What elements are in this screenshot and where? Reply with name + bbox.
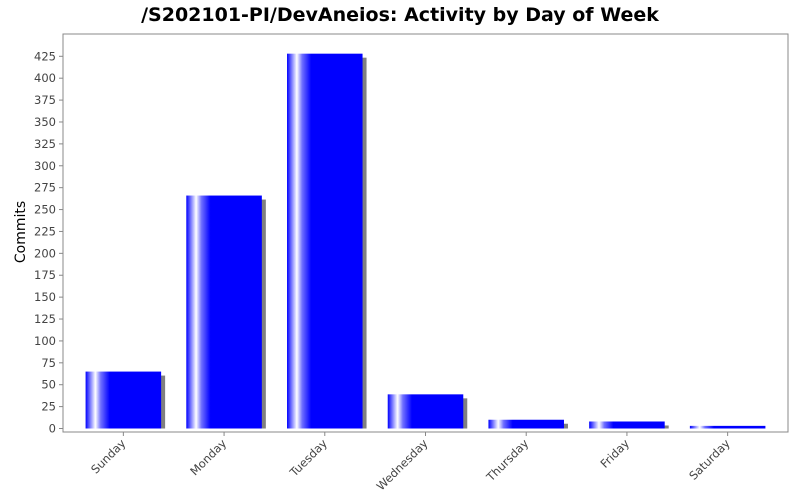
bar-sunday — [85, 371, 162, 429]
y-tick-label: 175 — [34, 268, 56, 282]
bar-friday — [589, 421, 665, 429]
y-tick-label: 100 — [34, 334, 56, 348]
y-tick-label: 225 — [34, 224, 56, 238]
y-tick-label: 300 — [34, 159, 56, 173]
bar-monday — [186, 195, 262, 429]
x-tick-label: Friday — [598, 436, 633, 471]
y-tick-label: 150 — [34, 290, 56, 304]
bar-wednesday — [387, 394, 464, 429]
bars — [85, 53, 766, 429]
plot-area-border — [62, 33, 789, 433]
y-axis-label: Commits — [13, 201, 29, 263]
x-tick-label: Saturday — [686, 436, 733, 483]
y-tick-label: 0 — [49, 422, 56, 436]
chart-title: /S202101-PI/DevAneios: Activity by Day o… — [141, 4, 659, 26]
x-tick-label: Tuesday — [286, 436, 330, 480]
y-tick-label: 375 — [34, 93, 56, 107]
y-tick-label: 125 — [34, 312, 56, 326]
x-tick-label: Thursday — [483, 436, 532, 485]
y-tick-label: 25 — [41, 400, 56, 414]
bar-saturday — [689, 425, 766, 429]
bar-tuesday — [287, 53, 363, 429]
x-tick-label: Sunday — [88, 436, 128, 476]
x-axis: Sunday Monday Tuesday Wednesday Thursday Frid… — [88, 432, 733, 493]
y-axis: 0 25 50 75 100 125 150 175 200 225 250 275 300 325 350… — [34, 49, 63, 436]
bar-thursday — [488, 419, 564, 429]
y-tick-label: 75 — [41, 356, 56, 370]
y-tick-label: 275 — [34, 181, 56, 195]
y-tick-label: 425 — [34, 49, 56, 63]
y-tick-label: 50 — [41, 378, 56, 392]
y-tick-label: 325 — [34, 137, 56, 151]
x-tick-label: Monday — [187, 436, 229, 478]
x-tick-label: Wednesday — [374, 436, 431, 493]
y-tick-label: 350 — [34, 115, 56, 129]
y-tick-label: 250 — [34, 203, 56, 217]
y-tick-label: 400 — [34, 71, 56, 85]
y-tick-label: 200 — [34, 246, 56, 260]
